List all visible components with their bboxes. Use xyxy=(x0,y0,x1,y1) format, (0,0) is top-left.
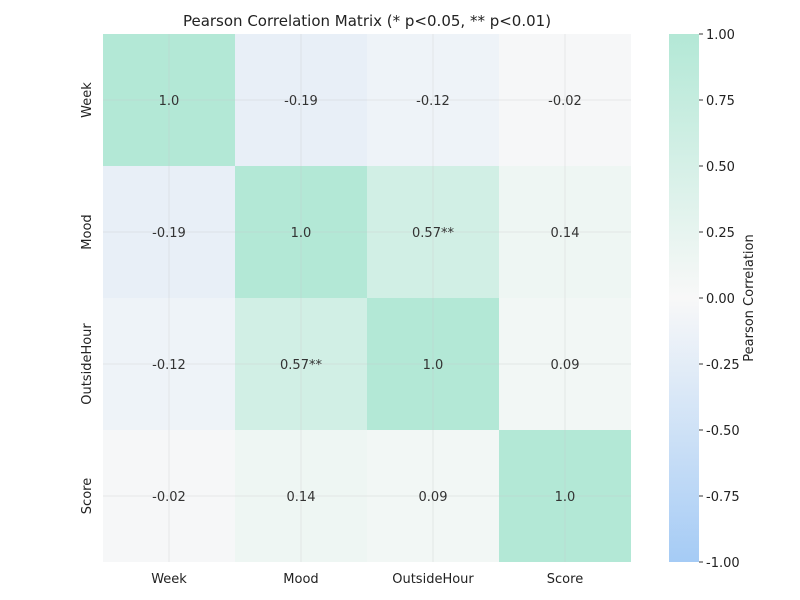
cell-annotation-3-0: -0.02 xyxy=(152,490,186,505)
cell-annotation-1-2: 0.57** xyxy=(412,226,454,241)
colorbar-tick-label-4: 0.00 xyxy=(706,292,735,307)
colorbar-tick-label-1: 0.75 xyxy=(706,94,735,109)
chart-title: Pearson Correlation Matrix (* p<0.05, **… xyxy=(183,12,551,30)
colorbar-tick-label-5: -0.25 xyxy=(706,358,740,373)
cell-annotation-3-2: 0.09 xyxy=(419,490,448,505)
heatmap-cell-2-1 xyxy=(235,298,367,430)
cell-annotations: 1.0 -0.19 -0.12 -0.02 -0.19 1.0 0.57** 0.14 -0.1… xyxy=(152,94,582,505)
cell-annotation-0-0: 1.0 xyxy=(159,94,180,109)
colorbar-tick-label-0: 1.00 xyxy=(706,28,735,43)
heatmap-cell-1-2 xyxy=(367,166,499,298)
heatmap-cell-1-3 xyxy=(499,166,631,298)
cell-annotation-0-3: -0.02 xyxy=(548,94,582,109)
x-axis-tick-labels: Week Mood OutsideHour Score xyxy=(151,572,583,587)
y-tick-label-0: Week xyxy=(80,82,95,118)
colorbar-tick-label-7: -0.75 xyxy=(706,490,740,505)
x-tick-label-1: Mood xyxy=(283,572,318,587)
x-tick-label-0: Week xyxy=(151,572,187,587)
cell-annotation-2-2: 1.0 xyxy=(423,358,444,373)
heatmap-cell-3-3 xyxy=(499,430,631,562)
heatmap-cell-2-3 xyxy=(499,298,631,430)
cell-annotation-2-1: 0.57** xyxy=(280,358,322,373)
heatmap-cell-3-2 xyxy=(367,430,499,562)
colorbar-tick-label-6: -0.50 xyxy=(706,424,740,439)
heatmap-cell-2-2 xyxy=(367,298,499,430)
heatmap-cell-3-0 xyxy=(103,430,235,562)
colorbar-tick-label-8: -1.00 xyxy=(706,556,740,571)
cell-annotation-1-0: -0.19 xyxy=(152,226,186,241)
colorbar-tick-label-2: 0.50 xyxy=(706,160,735,175)
heatmap-cell-2-0 xyxy=(103,298,235,430)
cell-annotation-2-0: -0.12 xyxy=(152,358,186,373)
cell-annotation-1-3: 0.14 xyxy=(551,226,580,241)
heatmap-cell-0-1 xyxy=(235,34,367,166)
heatmap-cell-1-0 xyxy=(103,166,235,298)
cell-annotation-1-1: 1.0 xyxy=(291,226,312,241)
cell-annotation-3-3: 1.0 xyxy=(555,490,576,505)
x-tick-label-3: Score xyxy=(547,572,583,587)
cell-annotation-0-2: -0.12 xyxy=(416,94,450,109)
cell-annotation-2-3: 0.09 xyxy=(551,358,580,373)
y-tick-label-3: Score xyxy=(80,478,95,514)
heatmap-cell-0-3 xyxy=(499,34,631,166)
colorbar: 1.00 0.75 0.50 0.25 0.00 -0.25 -0.50 -0.75 -1.00… xyxy=(669,28,757,571)
heatmap-cell-0-2 xyxy=(367,34,499,166)
heatmap-cell-1-1 xyxy=(235,166,367,298)
y-axis-tick-labels: Week Mood OutsideHour Score xyxy=(80,82,95,514)
heatmap-cells xyxy=(103,34,631,562)
heatmap-cell-0-0 xyxy=(103,34,235,166)
colorbar-ticks: 1.00 0.75 0.50 0.25 0.00 -0.25 -0.50 -0.75 -1.00 xyxy=(699,28,740,571)
y-tick-label-2: OutsideHour xyxy=(80,323,95,405)
cell-annotation-0-1: -0.19 xyxy=(284,94,318,109)
cell-annotation-3-1: 0.14 xyxy=(287,490,316,505)
heatmap-gridlines xyxy=(103,34,631,562)
colorbar-label: Pearson Correlation xyxy=(742,234,757,361)
y-tick-label-1: Mood xyxy=(80,214,95,249)
x-tick-label-2: OutsideHour xyxy=(392,572,474,587)
colorbar-gradient xyxy=(669,34,699,562)
heatmap-cell-3-1 xyxy=(235,430,367,562)
colorbar-tick-label-3: 0.25 xyxy=(706,226,735,241)
